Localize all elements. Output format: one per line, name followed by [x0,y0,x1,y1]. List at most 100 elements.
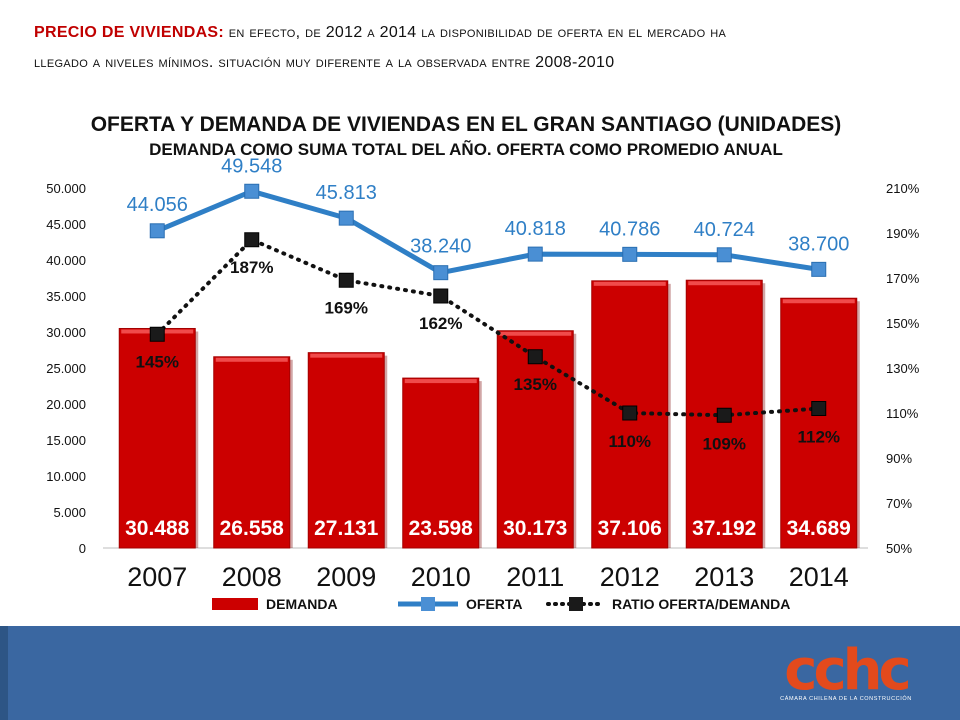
left-tick-label: 0 [79,541,86,556]
ratio-series: 145% 187% 169% 162% 135% 110% 109% 112% [136,232,840,453]
oferta-point [149,223,165,239]
ratio-value-label: 109% [703,434,746,453]
legend-label-demanda: DEMANDA [266,596,338,612]
demanda-value-label: 37.192 [692,517,756,540]
demanda-value-label: 34.689 [787,517,851,540]
header-accent: PRECIO DE VIVIENDAS: [34,24,225,41]
oferta-point [338,210,354,226]
right-axis: 50% 70% 90% 110% 130% 150% 170% 190% 210% [886,181,920,556]
legend-marker-oferta [421,597,435,611]
oferta-value-label: 49.548 [221,155,282,177]
oferta-point [622,246,638,262]
demanda-value-label: 30.488 [125,517,190,540]
demanda-bar [213,356,291,549]
header-line-2: llegado a niveles mínimos. situación muy… [34,54,615,71]
demanda-bar [780,297,858,549]
ratio-point [149,326,165,342]
x-tick-label: 2008 [222,562,282,592]
demanda-bar [118,327,196,549]
left-tick-label: 10.000 [46,469,86,484]
chart: OFERTA Y DEMANDA DE VIVIENDAS EN EL GRAN… [46,113,920,612]
oferta-value-label: 45.813 [316,182,377,204]
demanda-bar [402,377,480,549]
demanda-bar-highlight [404,379,477,384]
demanda-bar-highlight [688,281,761,286]
oferta-point [527,246,543,262]
left-tick-label: 20.000 [46,397,86,412]
ratio-value-label: 169% [325,298,368,317]
ratio-value-label: 162% [419,314,462,333]
right-tick-label: 70% [886,496,912,511]
chart-subtitle: DEMANDA COMO SUMA TOTAL DEL AÑO. OFERTA … [149,139,783,159]
ratio-point [338,272,354,288]
ratio-point [716,407,732,423]
x-tick-label: 2012 [600,562,660,592]
demanda-bar [307,352,385,549]
oferta-line [156,188,820,276]
x-tick-label: 2014 [789,562,849,592]
right-tick-label: 110% [886,406,919,421]
right-tick-label: 50% [886,541,912,556]
legend-label-ratio: RATIO OFERTA/DEMANDA [612,596,790,612]
demanda-value-label: 30.173 [503,517,567,540]
chart-title: OFERTA Y DEMANDA DE VIVIENDAS EN EL GRAN… [91,113,842,136]
ratio-value-label: 110% [608,432,651,451]
oferta-point [716,247,732,263]
slide-header: PRECIO DE VIVIENDAS: en efecto, de 2012 … [34,18,934,78]
ratio-point [433,288,449,304]
left-tick-label: 40.000 [46,253,86,268]
x-tick-label: 2010 [411,562,471,592]
left-tick-label: 5.000 [53,505,86,520]
demanda-value-label: 27.131 [314,517,379,540]
demanda-value-label: 26.558 [220,517,285,540]
demanda-value-label: 23.598 [409,517,474,540]
oferta-point [811,261,827,277]
legend-swatch-demanda [212,598,258,610]
oferta-value-label: 40.786 [599,218,660,240]
oferta-point [433,265,449,281]
ratio-value-label: 145% [136,352,179,371]
oferta-value-label: 38.700 [788,233,849,255]
x-tick-labels: 2007 2008 2009 2010 2011 2012 2013 2014 [127,562,849,592]
oferta-value-label: 44.056 [127,194,188,216]
right-tick-label: 190% [886,226,920,241]
oferta-point [244,183,260,199]
legend-marker-ratio [569,597,583,611]
ratio-value-label: 135% [514,375,557,394]
left-tick-label: 35.000 [46,289,86,304]
left-tick-label: 45.000 [46,217,86,232]
right-tick-label: 130% [886,361,920,376]
demanda-value-label: 37.106 [598,517,662,540]
oferta-series: 44.056 49.548 45.813 38.240 40.818 40.786 40.7… [127,155,849,281]
header-line-1: PRECIO DE VIVIENDAS: en efecto, de 2012 … [34,18,934,48]
ratio-point [244,232,260,248]
x-tick-label: 2009 [316,562,376,592]
legend: DEMANDA OFERTA RATIO OFERTA/DEMANDA [212,596,790,612]
demanda-bar-highlight [782,299,855,304]
ratio-value-label: 112% [797,428,840,447]
oferta-value-label: 40.818 [505,218,566,240]
header-line1-text: en efecto, de 2012 a 2014 la disponibili… [228,24,727,41]
demanda-bar-highlight [499,331,572,336]
left-tick-label: 50.000 [46,181,86,196]
oferta-value-label: 40.724 [694,219,755,241]
right-tick-label: 170% [886,271,920,286]
demanda-bar [496,330,574,549]
x-tick-label: 2013 [694,562,754,592]
ratio-line [155,237,821,418]
footer-stripe [0,626,8,720]
ratio-point [811,401,827,416]
ratio-point [622,405,638,421]
logo-caption: CÁMARA CHILENA DE LA CONSTRUCCIÓN [780,696,912,702]
left-tick-label: 30.000 [46,325,86,340]
footer-band [0,626,960,720]
cchc-logo: cchc CÁMARA CHILENA DE LA CONSTRUCCIÓN [766,638,926,703]
logo-mark: cchc [784,638,911,703]
legend-label-oferta: OFERTA [466,596,523,612]
ratio-point [527,349,543,365]
demanda-bar-highlight [593,281,666,286]
right-tick-label: 210% [886,181,920,196]
oferta-value-label: 38.240 [410,236,471,258]
x-tick-label: 2007 [127,562,187,592]
demanda-bar-highlight [310,353,383,358]
